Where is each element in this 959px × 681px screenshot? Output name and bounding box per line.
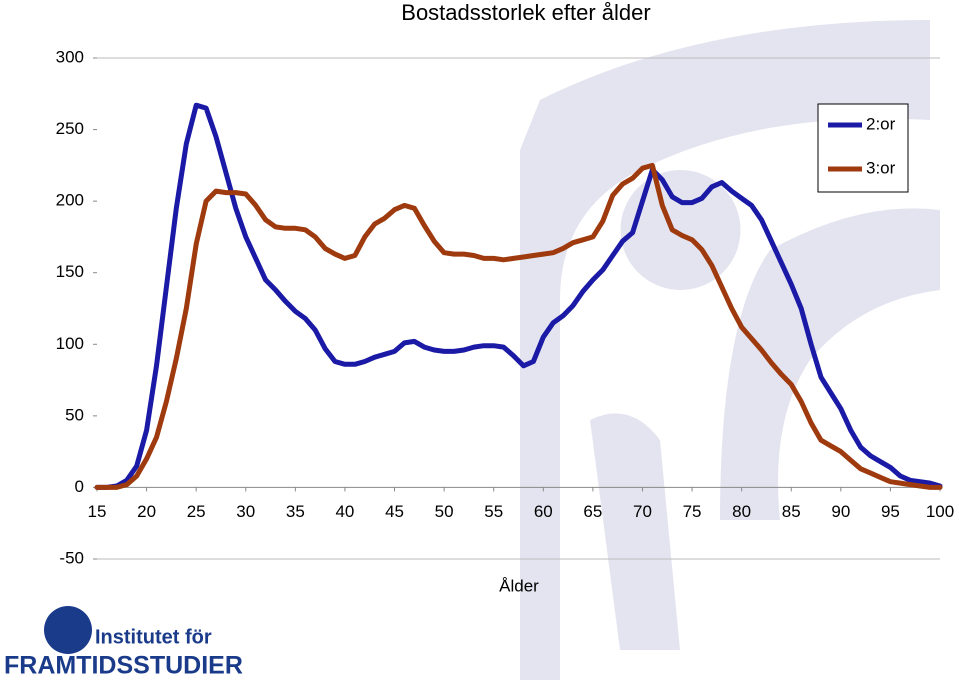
logo-text: FRAMTIDSSTUDIER [4,652,243,680]
logo: Institutet för FRAMTIDSSTUDIER [4,606,243,680]
y-tick-label: 50 [65,405,84,424]
x-axis-label: Ålder [499,576,539,595]
x-tick-label: 45 [385,502,404,521]
x-tick-label: 35 [286,502,305,521]
x-tick-label: 95 [881,502,900,521]
line-series [94,162,943,490]
x-tick-label: 50 [435,502,454,521]
x-tick-label: 85 [782,502,801,521]
y-tick-label: 150 [56,262,84,281]
y-tick-label: 100 [56,334,84,353]
x-tick-label: 30 [236,502,255,521]
legend-label: 2:or [866,114,896,133]
line-series [94,102,943,490]
y-tick-label: 300 [56,47,84,66]
watermark [520,20,940,680]
x-tick-label: 15 [88,502,107,521]
x-tick-label: 75 [683,502,702,521]
y-tick-label: 250 [56,119,84,138]
legend-box [817,103,909,193]
x-tick-label: 80 [732,502,751,521]
y-tick-label: 200 [56,191,84,210]
chart-title: Bostadsstorlek efter ålder [401,0,650,25]
x-tick-label: 90 [831,502,850,521]
x-tick-label: 60 [534,502,553,521]
logo-mark [44,606,92,654]
x-tick-label: 65 [583,502,602,521]
x-tick-label: 40 [335,502,354,521]
x-tick-label: 100 [926,502,954,521]
x-tick-label: 25 [187,502,206,521]
legend-label: 3:or [866,158,896,177]
x-tick-label: 55 [484,502,503,521]
y-tick-label: -50 [59,548,84,567]
logo-text: Institutet för [95,626,212,648]
x-tick-label: 70 [633,502,652,521]
x-tick-label: 20 [137,502,156,521]
y-tick-label: 0 [75,477,84,496]
